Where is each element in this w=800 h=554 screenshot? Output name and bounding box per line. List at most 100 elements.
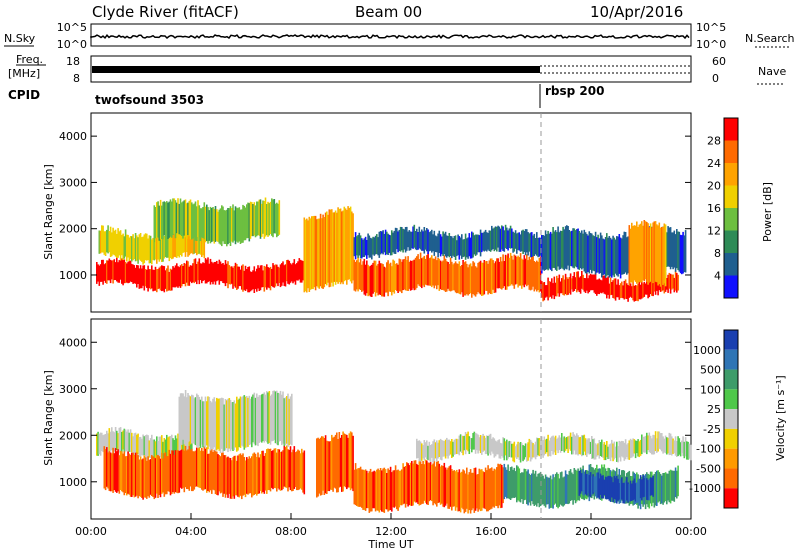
- heatmap-cell: [103, 434, 106, 454]
- heatmap-cell: [117, 433, 119, 454]
- heatmap-cell: [613, 475, 616, 499]
- heatmap-cell: [632, 280, 634, 301]
- heatmap-cell: [152, 456, 154, 497]
- heatmap-cell: [211, 261, 213, 283]
- heatmap-cell: [382, 230, 384, 255]
- heatmap-cell: [656, 224, 658, 283]
- heatmap-cell: [234, 455, 237, 496]
- heatmap-cell: [642, 225, 644, 281]
- x-tick-label: 12:00: [375, 525, 407, 538]
- heatmap-cell: [479, 229, 482, 257]
- heatmap-cell: [274, 203, 277, 234]
- heatmap-cell: [182, 226, 184, 253]
- heatmap-cell: [194, 201, 197, 241]
- heatmap-cell: [666, 232, 668, 267]
- heatmap-cell: [427, 445, 429, 460]
- heatmap-cell: [651, 438, 653, 455]
- heatmap-cell: [396, 228, 398, 250]
- heatmap-cell: [139, 265, 142, 289]
- heatmap-cell: [667, 226, 669, 267]
- heatmap-cell: [534, 262, 537, 290]
- heatmap-cell: [158, 267, 161, 289]
- heatmap-cell: [221, 452, 223, 493]
- heatmap-cell: [462, 469, 464, 510]
- heatmap-cell: [186, 260, 188, 283]
- heatmap-cell: [436, 260, 438, 290]
- heatmap-cell: [113, 230, 116, 256]
- heatmap-cell: [137, 455, 139, 499]
- heatmap-cell: [247, 458, 249, 495]
- heatmap-cell: [657, 225, 659, 286]
- heatmap-cell: [642, 436, 644, 453]
- heatmap-cell: [557, 473, 559, 509]
- heatmap-cell: [332, 437, 334, 492]
- heatmap-cell: [643, 436, 646, 453]
- y-tick-label: 3000: [59, 176, 87, 189]
- heatmap-cell: [249, 398, 252, 445]
- heatmap-cell: [401, 469, 403, 506]
- heatmap-cell: [402, 259, 404, 291]
- heatmap-cell: [291, 393, 293, 446]
- heatmap-cell: [596, 472, 598, 499]
- heatmap-cell: [506, 439, 508, 461]
- heatmap-cell: [574, 469, 577, 504]
- heatmap-cell: [139, 233, 142, 261]
- heatmap-cell: [301, 448, 303, 490]
- heatmap-cell: [493, 227, 496, 252]
- heatmap-cell: [511, 443, 513, 458]
- heatmap-cell: [483, 231, 486, 252]
- heatmap-cell: [466, 238, 468, 258]
- heatmap-cell: [588, 231, 591, 274]
- heatmap-cell: [572, 276, 574, 292]
- heatmap-cell: [531, 255, 533, 290]
- heatmap-cell: [334, 210, 337, 285]
- heatmap-cell: [418, 461, 421, 506]
- heatmap-cell: [621, 281, 623, 298]
- heatmap-cell: [648, 478, 651, 501]
- heatmap-cell: [219, 398, 222, 454]
- heatmap-cell: [456, 263, 458, 294]
- heatmap-cell: [581, 230, 583, 270]
- heatmap-cell: [537, 238, 539, 258]
- heatmap-cell: [674, 436, 677, 456]
- heatmap-cell: [157, 233, 159, 260]
- heatmap-cell: [167, 234, 169, 258]
- heatmap-cell: [589, 233, 592, 270]
- heatmap-cell: [418, 226, 421, 249]
- heatmap-cell: [369, 468, 372, 512]
- heatmap-cell: [147, 456, 149, 497]
- heatmap-cell: [627, 285, 629, 302]
- heatmap-cell: [579, 276, 582, 294]
- heatmap-cell: [594, 272, 597, 294]
- heatmap-cell: [649, 435, 652, 454]
- heatmap-cell: [104, 434, 107, 451]
- colorbar-segment: [724, 389, 738, 410]
- heatmap-cell: [238, 454, 241, 498]
- heatmap-cell: [551, 233, 553, 272]
- heatmap-cell: [168, 449, 171, 492]
- heatmap-cell: [276, 202, 278, 238]
- heatmap-cell: [202, 401, 204, 448]
- heatmap-cell: [179, 433, 182, 456]
- heatmap-cell: [407, 256, 409, 291]
- heatmap-cell: [678, 231, 681, 272]
- heatmap-cell: [243, 457, 246, 495]
- heatmap-cell: [454, 235, 457, 260]
- heatmap-cell: [277, 266, 279, 287]
- heatmap-cell: [323, 217, 326, 288]
- colorbar-segment: [724, 409, 738, 429]
- heatmap-cell: [518, 257, 521, 286]
- heatmap-cell: [254, 453, 257, 494]
- heatmap-cell: [444, 439, 447, 459]
- heatmap-cell: [443, 233, 446, 255]
- heatmap-cell: [246, 269, 248, 290]
- heatmap-cell: [601, 235, 603, 278]
- heatmap-cell: [596, 237, 598, 273]
- heatmap-cell: [276, 264, 278, 284]
- heatmap-cell: [456, 240, 458, 257]
- heatmap-cell: [649, 223, 652, 282]
- heatmap-cell: [147, 238, 149, 260]
- heatmap-cell: [467, 431, 469, 452]
- heatmap-cell: [689, 444, 692, 461]
- heatmap-cell: [221, 205, 223, 247]
